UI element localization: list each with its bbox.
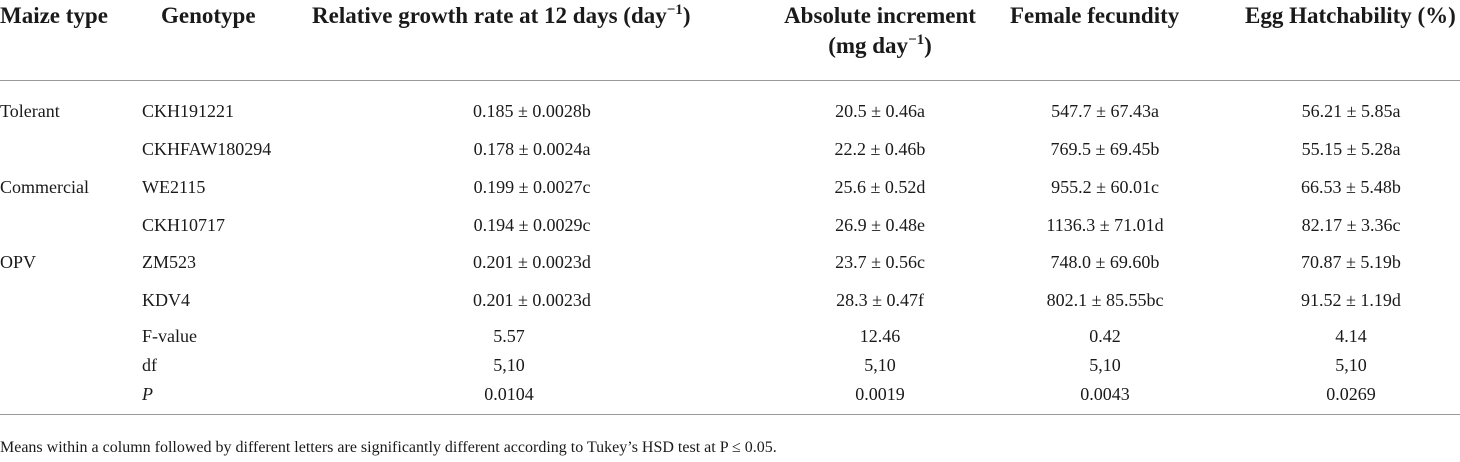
cell-abs: 25.6 ± 0.52d <box>834 177 926 197</box>
header-absolute-increment: Absolute increment (mg day−1) <box>784 3 976 58</box>
cell-abs: 22.2 ± 0.46b <box>834 139 926 159</box>
header-relative-growth-rate: Relative growth rate at 12 days (day−1) <box>312 2 691 29</box>
stat-abs: 0.0019 <box>855 384 905 404</box>
cell-maize-type: OPV <box>0 252 37 272</box>
bottom-rule <box>0 414 1460 415</box>
stat-hatchability: 5,10 <box>1335 355 1367 375</box>
stat-fecundity: 0.42 <box>1089 326 1121 346</box>
cell-rgr: 0.178 ± 0.0024a <box>473 139 591 159</box>
cell-maize-type: Commercial <box>0 177 89 197</box>
header-genotype: Genotype <box>161 3 256 28</box>
stat-abs: 12.46 <box>859 326 901 346</box>
cell-rgr: 0.201 ± 0.0023d <box>473 290 591 310</box>
header-maize-type: Maize type <box>0 3 108 28</box>
cell-genotype: KDV4 <box>142 290 190 310</box>
cell-abs: 20.5 ± 0.46a <box>835 101 925 121</box>
cell-hatchability: 56.21 ± 5.85a <box>1301 101 1401 121</box>
cell-rgr: 0.185 ± 0.0028b <box>473 101 591 121</box>
cell-hatchability: 55.15 ± 5.28a <box>1301 139 1401 159</box>
cell-fecundity: 547.7 ± 67.43a <box>1051 101 1159 121</box>
cell-hatchability: 66.53 ± 5.48b <box>1301 177 1401 197</box>
stat-fecundity: 0.0043 <box>1080 384 1130 404</box>
cell-fecundity: 1136.3 ± 71.01d <box>1046 215 1164 235</box>
header-egg-hatchability: Egg Hatchability (%) <box>1245 3 1456 28</box>
cell-rgr: 0.199 ± 0.0027c <box>473 177 591 197</box>
cell-fecundity: 955.2 ± 60.01c <box>1051 177 1159 197</box>
stat-hatchability: 4.14 <box>1335 326 1367 346</box>
stat-label: df <box>142 355 157 375</box>
cell-rgr: 0.201 ± 0.0023d <box>473 252 591 272</box>
stat-label: F-value <box>142 326 197 346</box>
table-footnote: Means within a column followed by differ… <box>0 439 777 456</box>
stat-rgr: 5.57 <box>493 326 525 346</box>
cell-abs: 26.9 ± 0.48e <box>835 215 925 235</box>
cell-fecundity: 769.5 ± 69.45b <box>1050 139 1160 159</box>
cell-maize-type: Tolerant <box>0 101 60 121</box>
stat-rgr: 5,10 <box>493 355 525 375</box>
stat-fecundity: 5,10 <box>1089 355 1121 375</box>
header-rule <box>0 80 1460 81</box>
cell-abs: 28.3 ± 0.47f <box>836 290 924 310</box>
cell-genotype: CKH10717 <box>142 215 226 235</box>
cell-hatchability: 70.87 ± 5.19b <box>1301 252 1401 272</box>
cell-hatchability: 91.52 ± 1.19d <box>1301 290 1401 310</box>
cell-genotype: WE2115 <box>142 177 206 197</box>
cell-genotype: ZM523 <box>142 252 196 272</box>
stat-label: P <box>142 384 153 404</box>
stat-hatchability: 0.0269 <box>1326 384 1376 404</box>
cell-fecundity: 748.0 ± 69.60b <box>1050 252 1160 272</box>
cell-rgr: 0.194 ± 0.0029c <box>473 215 591 235</box>
stat-abs: 5,10 <box>864 355 896 375</box>
cell-fecundity: 802.1 ± 85.55bc <box>1046 290 1164 310</box>
cell-genotype: CKHFAW180294 <box>142 139 272 159</box>
cell-genotype: CKH191221 <box>142 101 235 121</box>
header-female-fecundity: Female fecundity <box>1010 3 1180 28</box>
stat-rgr: 0.0104 <box>484 384 534 404</box>
cell-abs: 23.7 ± 0.56c <box>835 252 925 272</box>
cell-hatchability: 82.17 ± 3.36c <box>1301 215 1401 235</box>
